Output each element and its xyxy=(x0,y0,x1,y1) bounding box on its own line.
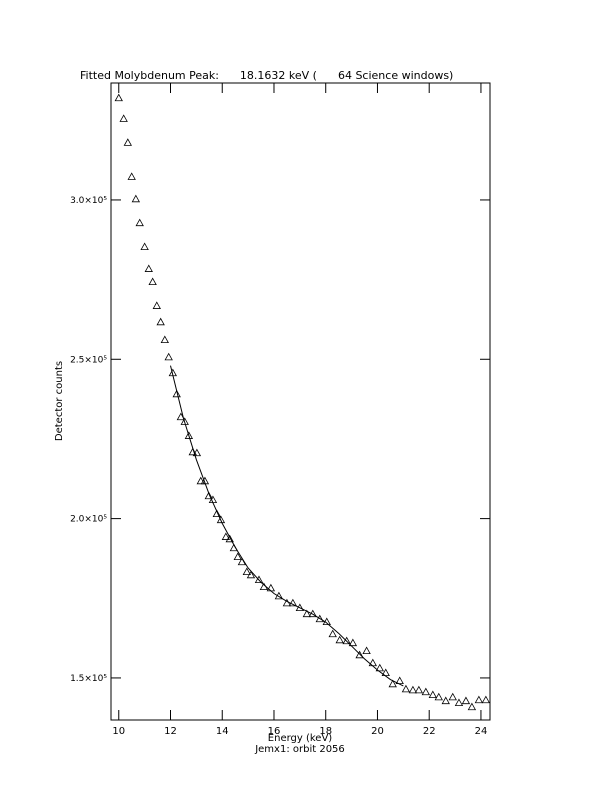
data-point xyxy=(408,685,418,694)
data-point xyxy=(114,93,123,102)
data-point xyxy=(454,698,464,706)
data-point xyxy=(148,277,157,286)
data-point xyxy=(140,242,149,250)
x-tick-label: 10 xyxy=(112,726,125,737)
data-point xyxy=(254,575,264,583)
data-point xyxy=(127,172,136,180)
plot-frame xyxy=(110,82,491,721)
data-point xyxy=(192,448,202,457)
data-point xyxy=(342,636,351,645)
data-point xyxy=(315,614,324,623)
data-point xyxy=(448,692,457,701)
data-point xyxy=(131,194,141,203)
data-point xyxy=(375,663,384,672)
data-point xyxy=(421,687,431,696)
y-tick-label: 2.0×10⁵ xyxy=(70,515,107,525)
data-point xyxy=(160,335,169,344)
data-point xyxy=(204,491,213,500)
data-point xyxy=(225,534,234,543)
data-point xyxy=(355,650,364,659)
data-point xyxy=(119,114,128,122)
footnote: Jemx1: orbit 2056 xyxy=(254,744,345,755)
data-point xyxy=(242,567,251,576)
data-point xyxy=(434,692,443,701)
x-axis-label: Energy (keV) xyxy=(268,733,333,744)
data-point xyxy=(348,638,358,647)
x-tick-label: 20 xyxy=(371,726,384,737)
x-tick-label: 14 xyxy=(216,726,229,737)
data-point xyxy=(123,138,132,146)
data-point xyxy=(164,352,173,361)
y-axis-label: Detector counts xyxy=(54,361,65,441)
x-tick-label: 16 xyxy=(268,726,281,737)
x-tick-label: 18 xyxy=(319,726,332,737)
data-point xyxy=(180,417,189,425)
data-point xyxy=(184,431,194,439)
data-point xyxy=(246,570,256,579)
y-tick-label: 2.5×10⁵ xyxy=(70,355,107,365)
data-point xyxy=(212,509,221,518)
data-point xyxy=(467,702,477,711)
data-point xyxy=(414,685,424,694)
x-tick-label: 12 xyxy=(164,726,177,737)
data-point xyxy=(428,690,438,699)
data-point xyxy=(388,679,397,688)
x-tick-label: 24 xyxy=(475,726,488,737)
y-tick-label: 3.0×10⁵ xyxy=(70,196,107,206)
data-point xyxy=(302,609,312,618)
data-point xyxy=(216,515,226,524)
data-point xyxy=(288,598,298,607)
data-point xyxy=(461,696,471,705)
data-point xyxy=(474,695,484,704)
data-point xyxy=(172,389,181,398)
data-point xyxy=(221,532,231,540)
data-point xyxy=(156,317,165,326)
data-point xyxy=(144,264,153,272)
data-point xyxy=(401,684,411,693)
x-tick-label: 22 xyxy=(423,726,436,737)
y-tick-label: 1.5×10⁵ xyxy=(70,674,107,684)
data-point xyxy=(188,447,197,456)
fit-line xyxy=(170,365,404,687)
data-point xyxy=(196,476,205,485)
data-point xyxy=(335,635,344,644)
data-point xyxy=(362,646,371,655)
chart-title: Fitted Molybdenum Peak: 18.1632 keV ( 64… xyxy=(80,69,453,82)
data-point xyxy=(152,301,161,309)
data-point xyxy=(135,218,144,227)
data-point xyxy=(481,695,491,704)
data-point xyxy=(328,629,337,638)
data-point xyxy=(441,696,450,705)
data-point xyxy=(233,552,242,561)
